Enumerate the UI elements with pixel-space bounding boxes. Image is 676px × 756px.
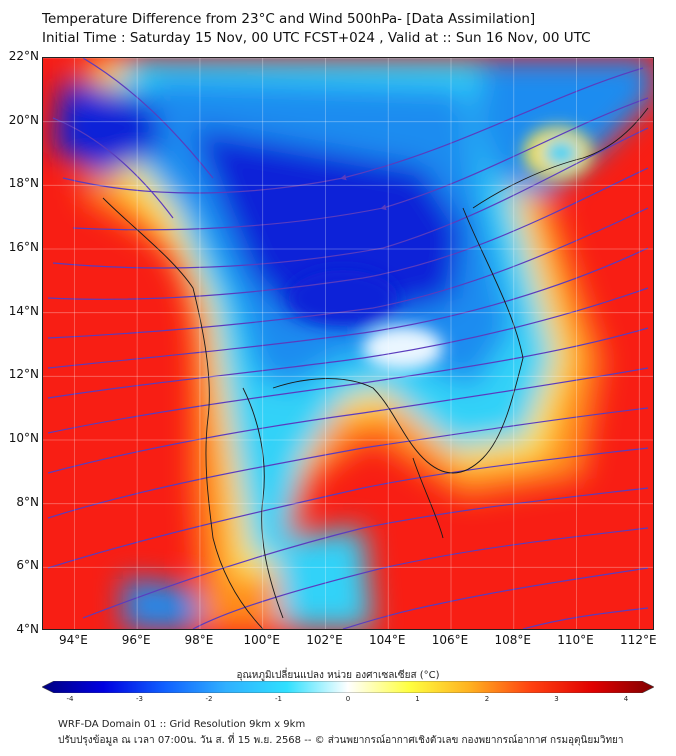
lon-tick-label: 108°E [494, 633, 532, 647]
chart-subtitle: Initial Time : Saturday 15 Nov, 00 UTC F… [42, 30, 591, 46]
graticule [43, 58, 653, 629]
lat-tick-label: 22°N [8, 49, 39, 63]
footer-model-info: WRF-DA Domain 01 :: Grid Resolution 9km … [58, 719, 306, 730]
lon-tick-label: 102°E [306, 633, 343, 647]
colorbar [42, 681, 654, 693]
lat-tick-label: 20°N [8, 112, 39, 127]
colorbar-tick-label: -3 [136, 695, 143, 703]
lon-tick-label: 96°E [121, 633, 151, 647]
colorbar-title: อุณหภูมิเปลี่ยนแปลง หน่วย องศาเซลเซียส (… [236, 670, 440, 681]
map-panel [42, 57, 654, 630]
lon-tick-label: 98°E [184, 633, 214, 647]
lat-tick-label: 6°N [16, 558, 39, 573]
lon-tick-label: 106°E [431, 633, 469, 647]
colorbar-tick-label: -2 [205, 695, 213, 703]
lat-tick-label: 12°N [8, 367, 39, 382]
lon-tick-label: 100°E [243, 633, 280, 647]
lon-tick-label: 112°E [620, 633, 657, 647]
colorbar-tick-label: -1 [275, 695, 282, 703]
lat-tick-label: 10°N [8, 431, 39, 445]
colorbar-tick-label: 1 [415, 695, 420, 703]
temperature-map [43, 58, 653, 629]
lon-tick-label: 104°E [368, 633, 406, 647]
lat-tick-label: 16°N [8, 240, 39, 254]
lat-tick-label: 14°N [8, 303, 39, 318]
temperature-detail [288, 127, 592, 370]
wind-streamlines [47, 58, 649, 629]
colorbar-tick-label: 0 [345, 695, 351, 703]
colorbar-tick-label: -4 [66, 695, 74, 703]
lat-tick-label: 4°N [16, 622, 39, 636]
lon-tick-label: 94°E [58, 633, 88, 647]
lon-tick-label: 110°E [557, 633, 594, 647]
lat-tick-label: 8°N [16, 494, 39, 509]
chart-title: Temperature Difference from 23°C and Win… [42, 11, 536, 27]
coastlines [102, 107, 649, 629]
lat-tick-label: 18°N [8, 176, 39, 191]
colorbar-tick-label: 3 [554, 695, 559, 703]
colorbar-tick-label: 4 [623, 695, 629, 703]
colorbar-tick-label: 2 [484, 695, 490, 703]
footer-credit: ปรับปรุงข้อมูล ณ เวลา 07:00น. วัน ส. ที่… [58, 735, 624, 746]
